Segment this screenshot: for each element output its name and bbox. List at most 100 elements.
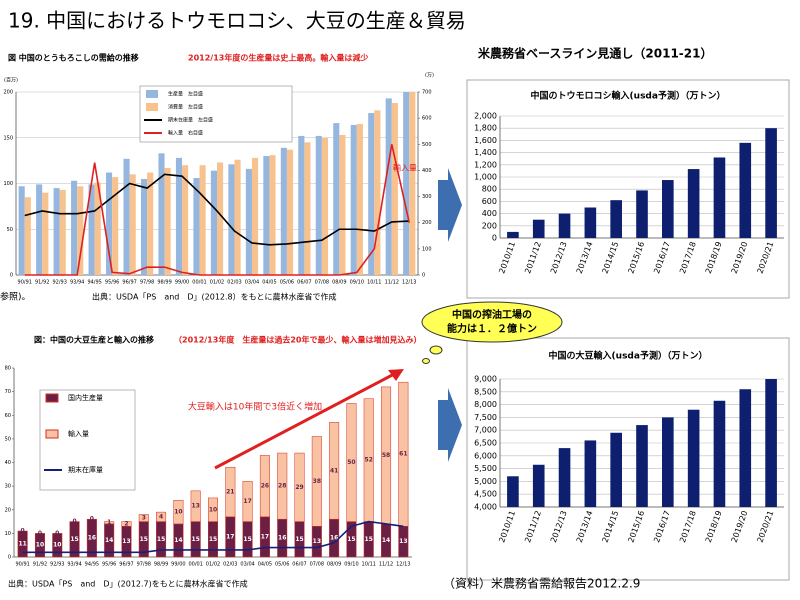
y-tick-label: 40 [5,460,11,466]
value-label: 17 [243,498,251,505]
bar [259,455,270,518]
x-tick-label: 05/06 [275,562,289,568]
legend-box [139,85,293,143]
bar [385,98,392,275]
y-tick-label: 6,500 [474,439,497,448]
value-label: 10 [209,506,217,513]
chart-title: 図 中国のとうもろこしの需給の推移 [8,53,139,63]
x-tick-label: 90/91 [15,562,29,568]
x-tick-label: 04/05 [262,280,276,286]
bar [636,190,648,238]
value-label: 52 [365,457,373,464]
value-label: 15 [209,536,217,543]
x-tick-label: 05/06 [280,280,294,286]
value-label: 13 [399,538,407,545]
bar [217,162,224,275]
bar [662,180,674,238]
x-tick-label: 95/96 [105,280,119,286]
bar [251,157,259,275]
x-tick-label: 96/97 [122,280,136,286]
bar [36,184,43,275]
x-tick-label: 92/93 [50,562,64,568]
x-tick-label: 09/10 [344,562,358,568]
y2-axis-label: (万) [425,73,434,79]
bar [315,135,322,275]
y-tick-label: 20 [5,507,11,513]
value-label: 14 [382,537,390,544]
x-tick-label: 02/03 [223,562,237,568]
value-label: 11 [18,541,26,548]
y-tick-label: 5,000 [474,477,497,486]
value-label: 0 [90,516,94,523]
y-tick-label: 60 [5,413,11,419]
annotation: 大豆輸入は10年間で3倍近く増加 [188,401,322,413]
x-tick-label: 11/12 [385,280,399,286]
bar [104,521,115,525]
bar [713,400,726,507]
bar [610,432,622,507]
bar [636,425,648,507]
y-tick-label: 2,000 [474,112,497,121]
value-label: 29 [295,484,303,491]
x-tick-label: 98/99 [157,280,171,286]
bar [263,156,270,275]
bar [158,153,165,275]
value-label: 15 [157,536,165,543]
value-label: 15 [295,536,303,543]
x-tick-label: 04/05 [258,562,272,568]
value-label: 13 [122,538,130,545]
y2-tick-label: 300 [422,194,432,200]
value-label: 61 [399,451,407,458]
bar [507,231,519,238]
x-tick-label: 91/92 [33,562,47,568]
y-tick-label: 70 [5,389,11,395]
bar [739,389,752,507]
x-tick-label: 98/99 [154,562,168,568]
chart-title: 中国のトウモロコシ輸入(usda予測）（万トン） [531,90,726,102]
value-label: 0 [21,528,25,535]
y-tick-label: 200 [3,90,13,96]
y-tick-label: 5,500 [474,464,497,473]
y-tick-label: 600 [482,197,497,206]
bar [228,164,235,275]
bar [311,436,322,527]
bar [713,157,726,238]
callout-dot [422,358,430,364]
legend-label: 期末在庫量 左目盛 [168,117,213,124]
x-tick-label: 01/02 [206,562,220,568]
callout-dot [429,345,443,355]
y2-tick-label: 500 [422,142,432,148]
legend-swatch [146,90,158,98]
x-tick-label: 93/94 [70,280,84,286]
value-label: 28 [278,483,286,490]
y2-tick-label: 100 [422,246,432,252]
bar [77,186,84,275]
value-label: 0 [38,530,42,537]
bar [129,174,136,275]
bar [321,137,328,275]
annotation: 輸入量 [393,163,417,173]
y-tick-label: 400 [482,209,497,218]
y-tick-label: 100 [3,181,13,187]
bar [558,213,571,238]
bar [86,518,97,558]
value-label: 15 [243,536,251,543]
y-tick-label: 0 [492,234,497,243]
value-label: 14 [105,537,113,544]
bar [52,533,63,558]
bar [69,521,80,558]
value-label: 38 [313,478,321,485]
callout [421,301,563,343]
bar [190,490,201,522]
value-label: 10 [36,542,44,549]
bar [207,497,219,522]
bar [59,189,66,275]
chart-subtitle: 2012/13年度の生産量は史上最高。輸入量は減少 [188,53,368,63]
y-tick-label: 50 [7,227,13,233]
y2-tick-label: 700 [422,90,432,96]
legend-label: 生産量 左目盛 [168,91,203,98]
bar [329,422,340,520]
bar [304,142,311,275]
chart-title: 中国の大豆輸入(usda予測）（万トン） [549,350,708,362]
slide-title: 19. 中国におけるトウモロコシ、大豆の生産＆貿易 [8,9,466,33]
